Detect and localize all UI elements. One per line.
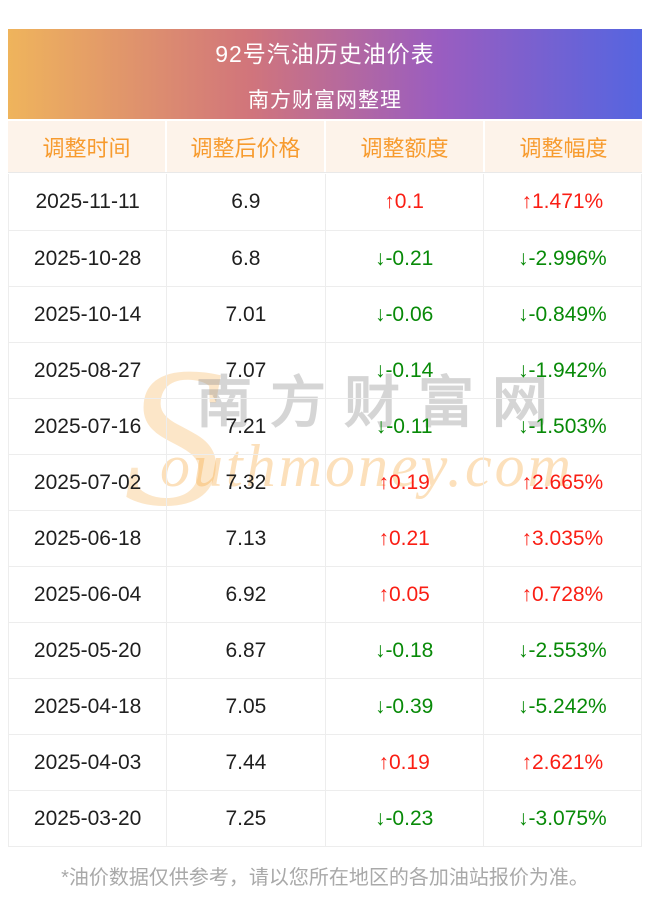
table-row: 2025-10-14 7.01 ↓-0.06 ↓-0.849% xyxy=(9,286,641,342)
cell-change-amount: ↓-0.23 xyxy=(324,791,483,846)
cell-price: 6.8 xyxy=(166,231,324,286)
table-row: 2025-04-18 7.05 ↓-0.39 ↓-5.242% xyxy=(9,678,641,734)
cell-change-amount: ↑0.19 xyxy=(324,455,483,510)
cell-adjust-date: 2025-11-11 xyxy=(35,190,140,213)
cell-change-amount: ↓-0.39 xyxy=(324,679,483,734)
table-row: 2025-08-27 7.07 ↓-0.14 ↓-1.942% xyxy=(9,342,641,398)
table-row: 2025-11-11 6.9 ↑0.1 ↑1.471% xyxy=(9,174,641,230)
cell-change-amount: ↑0.1 xyxy=(324,174,483,230)
table-row: 2025-05-20 6.87 ↓-0.18 ↓-2.553% xyxy=(9,622,641,678)
cell-adjust-date: 2025-06-04 xyxy=(33,582,142,606)
cell-adjust-date: 2025-05-20 xyxy=(33,638,142,662)
cell-adjust-date: 2025-06-18 xyxy=(33,526,142,550)
header-cell-adjust-amount: 调整额度 xyxy=(326,121,483,172)
page-subtitle: 南方财富网整理 xyxy=(248,88,402,112)
disclaimer-note: *油价数据仅供参考，请以您所在地区的各加油站报价为准。 xyxy=(61,867,589,889)
cell-price: 6.87 xyxy=(166,623,324,678)
header-cell-adjust-time: 调整时间 xyxy=(8,121,165,172)
cell-price: 6.92 xyxy=(166,567,324,622)
cell-change-rate: ↓-5.242% xyxy=(482,679,641,734)
table-row: 2025-03-20 7.25 ↓-0.23 ↓-3.075% xyxy=(9,790,641,846)
cell-change-rate: ↓-2.996% xyxy=(482,231,641,286)
price-table-body: 2025-11-11 6.9 ↑0.1 ↑1.471% 2025-10-28 6… xyxy=(8,174,642,847)
cell-change-amount: ↑0.19 xyxy=(324,735,483,790)
table-row: 2025-06-04 6.92 ↑0.05 ↑0.728% xyxy=(9,566,641,622)
cell-price: 7.44 xyxy=(166,735,324,790)
table-row: 2025-07-02 7.32 ↑0.19 ↑2.665% xyxy=(9,454,641,510)
table-row: 2025-07-16 7.21 ↓-0.11 ↓-1.503% xyxy=(9,398,641,454)
cell-change-amount: ↓-0.11 xyxy=(324,399,483,454)
cell-change-amount: ↑0.05 xyxy=(324,567,483,622)
cell-adjust-date: 2025-10-14 xyxy=(33,302,142,326)
cell-price: 7.05 xyxy=(166,679,324,734)
table-header-row: 调整时间 调整后价格 调整额度 调整幅度 xyxy=(8,121,642,173)
title-banner: 92号汽油历史油价表 南方财富网整理 xyxy=(8,29,642,119)
cell-change-rate: ↓-3.075% xyxy=(482,791,641,846)
header-cell-price-after: 调整后价格 xyxy=(167,121,324,172)
table-row: 2025-04-03 7.44 ↑0.19 ↑2.621% xyxy=(9,734,641,790)
cell-adjust-date: 2025-03-20 xyxy=(33,806,142,830)
cell-price: 6.9 xyxy=(166,174,324,230)
cell-change-rate: ↑2.665% xyxy=(482,455,641,510)
cell-change-rate: ↓-0.849% xyxy=(482,287,641,342)
table-row: 2025-06-18 7.13 ↑0.21 ↑3.035% xyxy=(9,510,641,566)
header-cell-adjust-rate: 调整幅度 xyxy=(485,121,642,172)
cell-price: 7.32 xyxy=(166,455,324,510)
cell-change-rate: ↑3.035% xyxy=(482,511,641,566)
cell-price: 7.21 xyxy=(166,399,324,454)
cell-price: 7.01 xyxy=(166,287,324,342)
cell-price: 7.25 xyxy=(166,791,324,846)
cell-adjust-date: 2025-07-02 xyxy=(33,470,142,494)
cell-adjust-date: 2025-10-28 xyxy=(33,246,142,270)
cell-change-amount: ↑0.21 xyxy=(324,511,483,566)
cell-adjust-date: 2025-07-16 xyxy=(33,414,142,438)
cell-change-amount: ↓-0.06 xyxy=(324,287,483,342)
cell-change-amount: ↓-0.18 xyxy=(324,623,483,678)
cell-change-rate: ↑2.621% xyxy=(482,735,641,790)
cell-change-amount: ↓-0.14 xyxy=(324,343,483,398)
cell-price: 7.13 xyxy=(166,511,324,566)
table-row: 2025-10-28 6.8 ↓-0.21 ↓-2.996% xyxy=(9,230,641,286)
cell-adjust-date: 2025-08-27 xyxy=(33,358,142,382)
cell-price: 7.07 xyxy=(166,343,324,398)
cell-adjust-date: 2025-04-18 xyxy=(33,694,142,718)
cell-change-rate: ↓-1.503% xyxy=(482,399,641,454)
cell-change-rate: ↑1.471% xyxy=(482,174,641,230)
page-title: 92号汽油历史油价表 xyxy=(215,40,435,67)
cell-change-rate: ↓-1.942% xyxy=(482,343,641,398)
cell-change-rate: ↑0.728% xyxy=(482,567,641,622)
cell-change-rate: ↓-2.553% xyxy=(482,623,641,678)
cell-adjust-date: 2025-04-03 xyxy=(33,750,142,774)
cell-change-amount: ↓-0.21 xyxy=(324,231,483,286)
